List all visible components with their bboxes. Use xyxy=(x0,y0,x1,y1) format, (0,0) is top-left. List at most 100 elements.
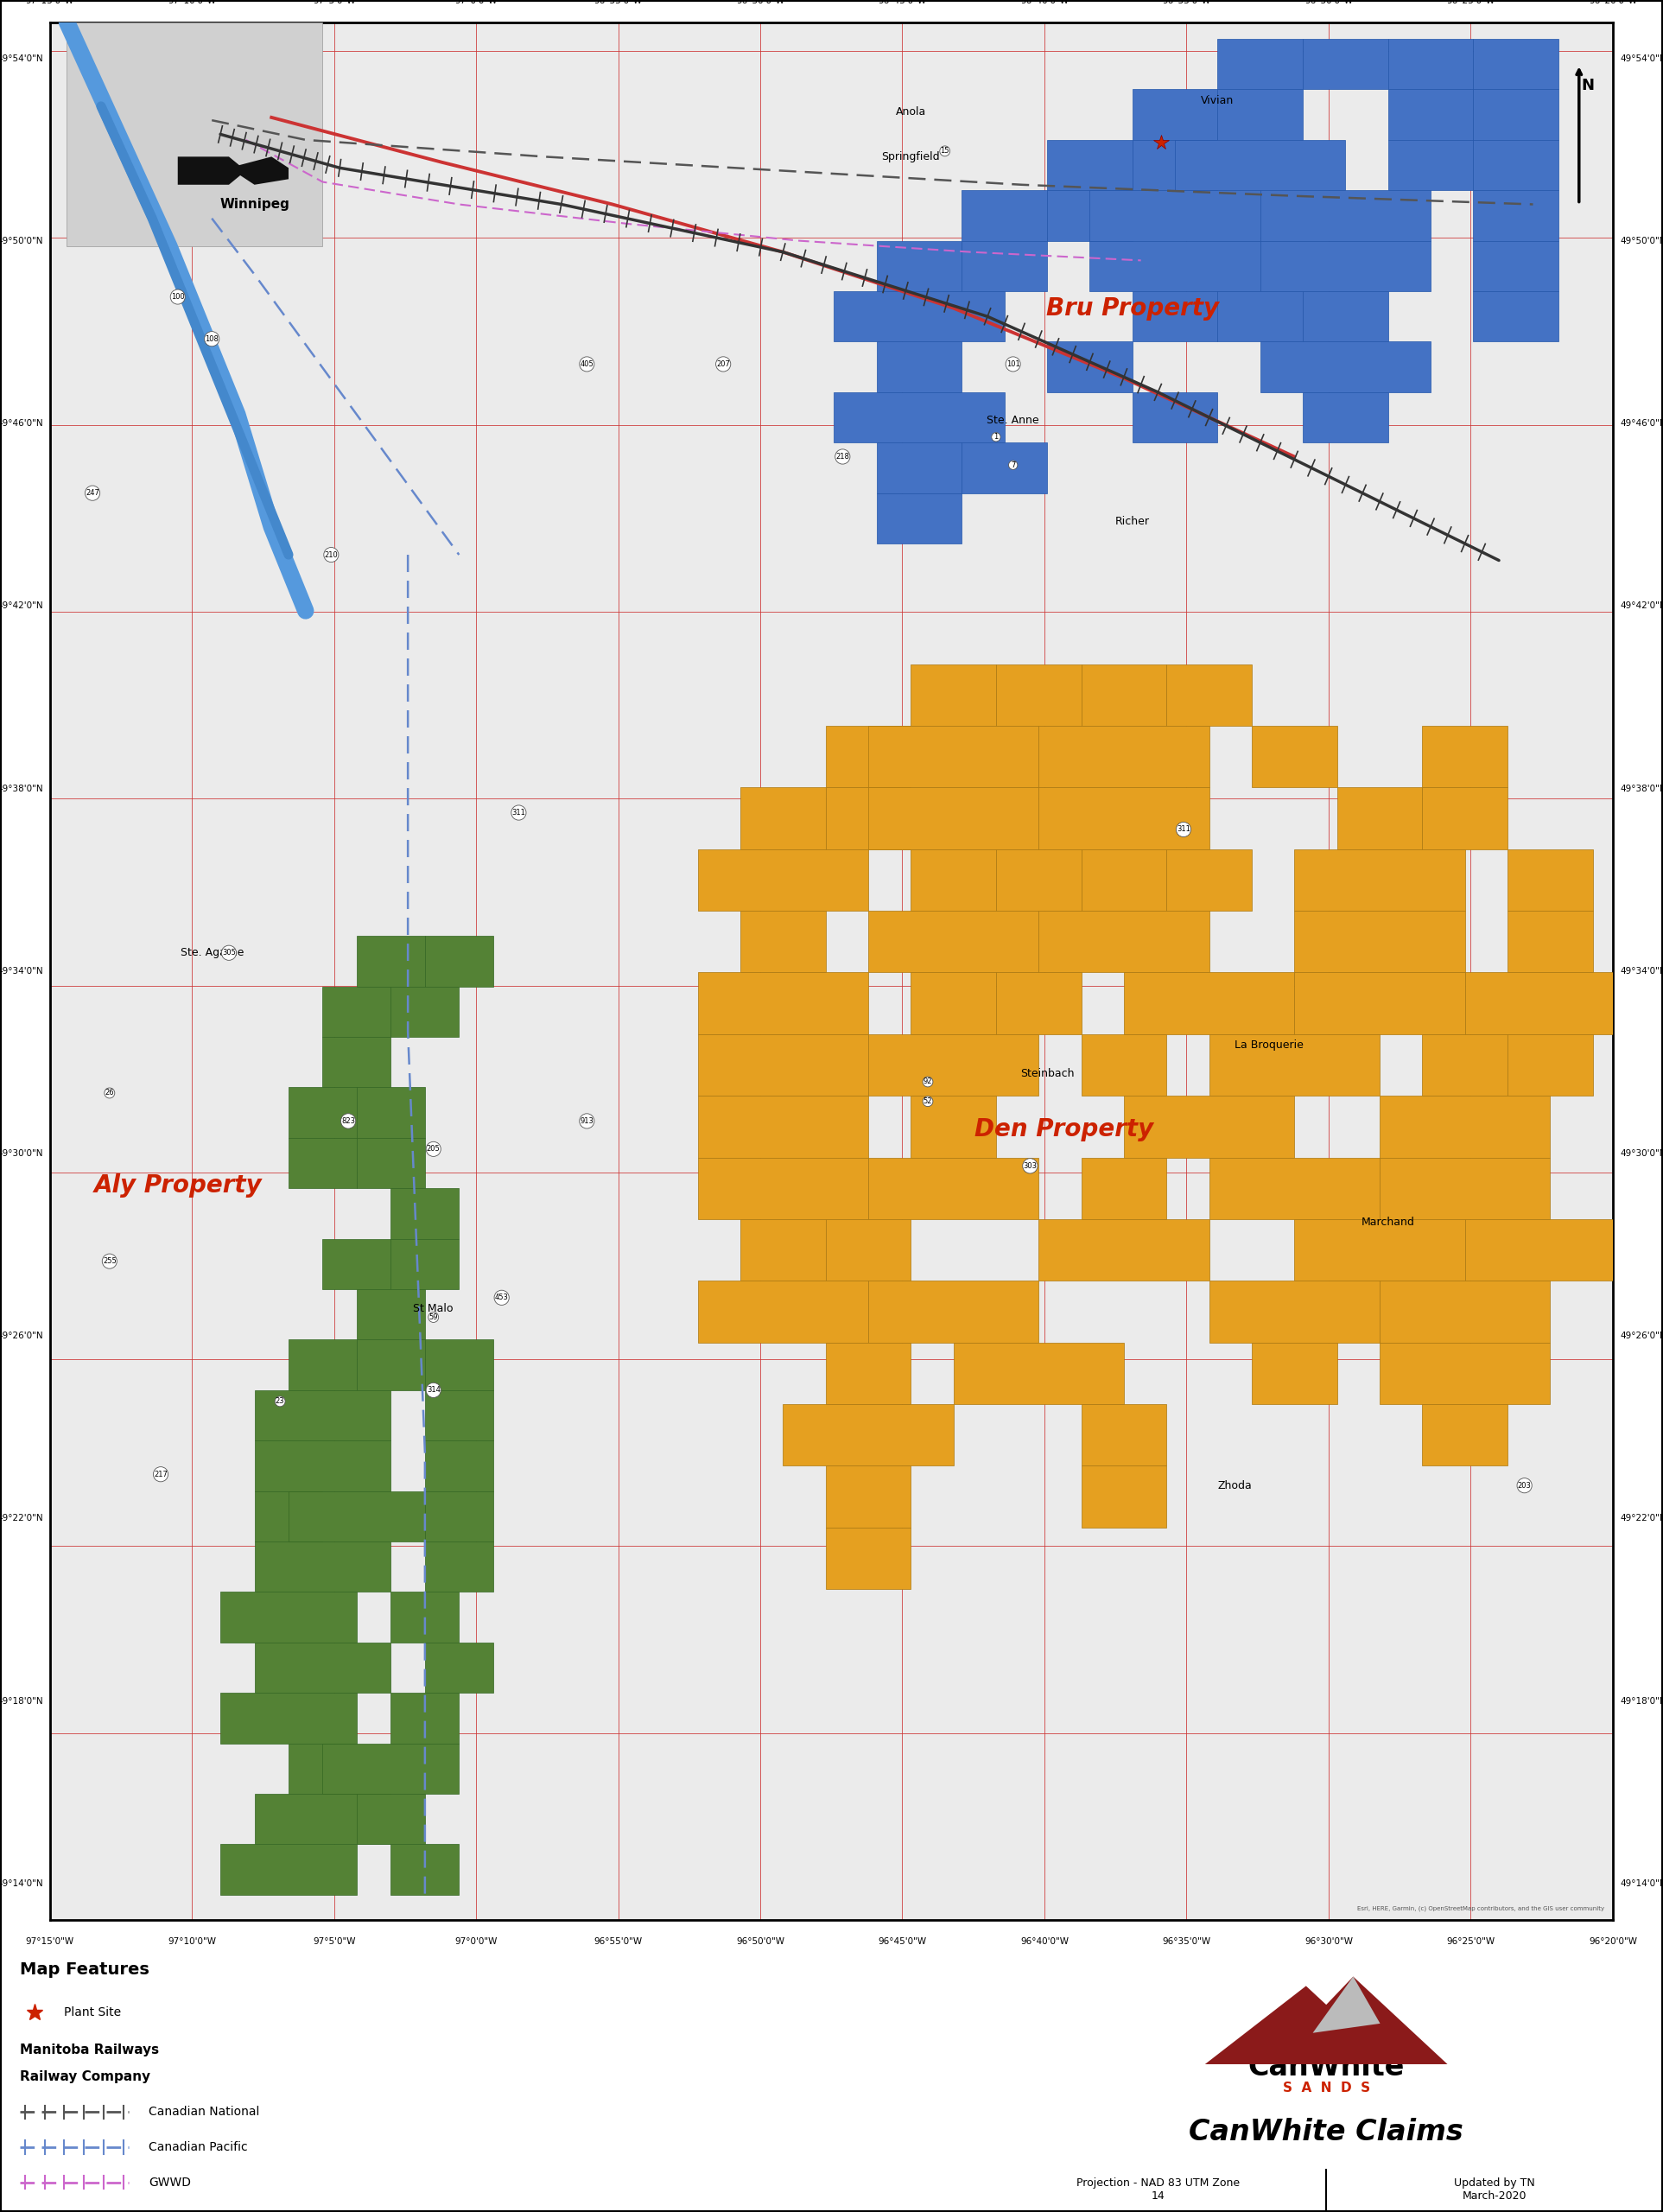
Text: Bru Property: Bru Property xyxy=(1046,296,1219,321)
Bar xyxy=(1081,1035,1166,1095)
Bar xyxy=(740,1219,825,1281)
Text: Ste. Agathe: Ste. Agathe xyxy=(180,947,243,958)
Text: 96°50'0"W: 96°50'0"W xyxy=(737,1938,785,1947)
Text: 97°15'0"W: 97°15'0"W xyxy=(25,0,75,4)
Bar xyxy=(1081,1467,1166,1528)
Bar xyxy=(996,973,1081,1035)
Bar xyxy=(289,1491,426,1542)
Bar xyxy=(996,849,1081,911)
Text: St Malo: St Malo xyxy=(414,1303,454,1314)
Bar xyxy=(391,1188,459,1239)
Bar xyxy=(1261,341,1430,392)
Text: Anola: Anola xyxy=(896,106,926,117)
Bar xyxy=(1039,1219,1209,1281)
Bar xyxy=(1166,849,1252,911)
Bar xyxy=(1473,292,1558,341)
Bar xyxy=(1209,1157,1380,1219)
Bar xyxy=(1048,139,1133,190)
Text: 96°35'0"W: 96°35'0"W xyxy=(1162,1938,1211,1947)
Bar xyxy=(426,1491,494,1542)
Text: 49°42'0"N: 49°42'0"N xyxy=(0,602,43,611)
Text: 49°38'0"N: 49°38'0"N xyxy=(0,785,43,792)
Bar xyxy=(1089,190,1261,241)
Text: 49°18'0"N: 49°18'0"N xyxy=(0,1697,43,1705)
Text: 101: 101 xyxy=(1006,361,1019,367)
Text: CanWhite Claims: CanWhite Claims xyxy=(1189,2119,1463,2146)
Bar xyxy=(1261,241,1430,292)
Bar xyxy=(1252,1343,1337,1405)
Text: Ste. Anne: Ste. Anne xyxy=(986,414,1039,427)
Bar xyxy=(1380,1157,1550,1219)
Text: 305: 305 xyxy=(223,949,236,958)
Bar xyxy=(289,1743,358,1794)
Text: 97°5'0"W: 97°5'0"W xyxy=(313,0,356,4)
Bar xyxy=(783,1405,953,1467)
Text: 59: 59 xyxy=(429,1314,437,1321)
Text: 96°45'0"W: 96°45'0"W xyxy=(878,0,926,4)
Text: Updated by TN
March-2020: Updated by TN March-2020 xyxy=(1453,2177,1535,2201)
Text: 96°30'0"W: 96°30'0"W xyxy=(1305,1938,1354,1947)
Text: Den Property: Den Property xyxy=(975,1117,1154,1141)
Text: 96°40'0"W: 96°40'0"W xyxy=(1021,1938,1069,1947)
Bar xyxy=(961,442,1048,493)
Text: 255: 255 xyxy=(103,1256,116,1265)
Bar xyxy=(426,1644,494,1692)
Text: 913: 913 xyxy=(580,1117,594,1126)
Text: 49°30'0"N: 49°30'0"N xyxy=(0,1150,43,1157)
Text: 108: 108 xyxy=(205,334,220,343)
Bar xyxy=(1217,88,1302,139)
Text: Aly Property: Aly Property xyxy=(93,1172,261,1197)
Bar xyxy=(1465,973,1635,1035)
Bar xyxy=(876,493,961,544)
Bar xyxy=(1081,1157,1166,1219)
Bar xyxy=(391,1845,459,1896)
Bar xyxy=(1302,292,1389,341)
Text: 52: 52 xyxy=(923,1097,933,1106)
Text: 49°30'0"N: 49°30'0"N xyxy=(1620,1150,1663,1157)
Bar xyxy=(1473,139,1558,190)
Text: 823: 823 xyxy=(341,1117,356,1126)
Bar xyxy=(825,1343,911,1405)
Bar xyxy=(825,726,911,787)
Polygon shape xyxy=(178,157,246,186)
Text: 218: 218 xyxy=(836,453,850,460)
Bar xyxy=(1166,664,1252,726)
Bar xyxy=(825,1467,911,1528)
Text: 92: 92 xyxy=(923,1077,933,1086)
Text: 96°30'0"W: 96°30'0"W xyxy=(1305,0,1354,4)
Bar xyxy=(868,726,1039,787)
Bar xyxy=(698,1157,868,1219)
Bar xyxy=(289,1137,358,1188)
Bar xyxy=(698,973,868,1035)
Bar xyxy=(1380,1281,1550,1343)
Bar xyxy=(1133,292,1217,341)
Bar xyxy=(876,341,961,392)
Bar xyxy=(868,1035,1039,1095)
Bar xyxy=(426,1542,494,1593)
Bar xyxy=(1133,392,1217,442)
Bar xyxy=(1081,849,1166,911)
Text: 210: 210 xyxy=(324,551,338,560)
Bar xyxy=(254,1491,323,1542)
Bar xyxy=(358,936,426,987)
Text: Steinbach: Steinbach xyxy=(1019,1068,1074,1079)
Text: 23: 23 xyxy=(276,1398,284,1405)
Bar xyxy=(698,1281,868,1343)
Text: 97°10'0"W: 97°10'0"W xyxy=(168,0,216,4)
Bar xyxy=(868,911,1039,973)
Text: 453: 453 xyxy=(496,1294,509,1301)
Text: 96°20'0"W: 96°20'0"W xyxy=(1588,1938,1638,1947)
Bar xyxy=(391,1239,459,1290)
Text: 96°55'0"W: 96°55'0"W xyxy=(594,0,642,4)
Text: 96°35'0"W: 96°35'0"W xyxy=(1162,0,1211,4)
Bar xyxy=(953,1343,1124,1405)
Bar xyxy=(1217,292,1302,341)
Text: 49°34'0"N: 49°34'0"N xyxy=(0,967,43,975)
Bar xyxy=(221,1593,358,1644)
Bar xyxy=(1473,88,1558,139)
Text: Projection - NAD 83 UTM Zone
14: Projection - NAD 83 UTM Zone 14 xyxy=(1076,2177,1239,2201)
Bar xyxy=(1261,190,1430,241)
Bar xyxy=(1422,787,1507,849)
Text: 207: 207 xyxy=(717,361,730,367)
Bar xyxy=(1302,40,1389,88)
